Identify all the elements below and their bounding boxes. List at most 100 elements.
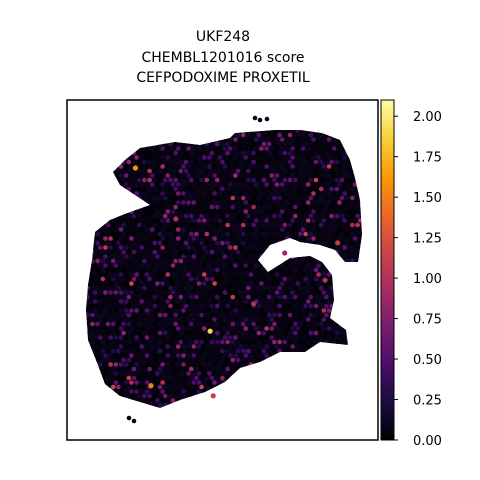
spot bbox=[324, 204, 329, 210]
spot bbox=[264, 164, 269, 169]
spot bbox=[207, 164, 212, 169]
spot bbox=[233, 146, 238, 151]
spot bbox=[259, 173, 264, 178]
spot bbox=[136, 339, 142, 345]
spot bbox=[144, 173, 150, 178]
spot bbox=[149, 272, 155, 277]
spot bbox=[118, 362, 124, 367]
spot bbox=[295, 200, 301, 205]
spot bbox=[318, 186, 324, 192]
spot bbox=[126, 415, 132, 421]
spot bbox=[188, 303, 194, 309]
spot bbox=[173, 141, 178, 147]
spot bbox=[334, 159, 340, 165]
spot bbox=[191, 227, 197, 232]
spot bbox=[139, 164, 145, 169]
spot bbox=[162, 195, 168, 201]
spot bbox=[191, 281, 197, 286]
spot bbox=[108, 254, 113, 259]
spot bbox=[160, 155, 165, 160]
spot bbox=[116, 366, 121, 372]
spot bbox=[331, 326, 337, 331]
spot bbox=[181, 164, 186, 169]
spot bbox=[324, 186, 329, 192]
spot bbox=[316, 227, 321, 232]
spot bbox=[134, 380, 139, 385]
spot bbox=[134, 227, 139, 232]
spot bbox=[253, 326, 259, 331]
spot bbox=[118, 389, 124, 394]
spot bbox=[199, 150, 204, 156]
spot bbox=[277, 222, 282, 228]
spot bbox=[173, 312, 178, 318]
spot bbox=[186, 299, 191, 304]
spot bbox=[264, 116, 270, 122]
spot bbox=[183, 285, 189, 291]
spot bbox=[181, 182, 186, 187]
spot bbox=[142, 285, 147, 291]
spot bbox=[194, 195, 199, 201]
spot bbox=[248, 182, 254, 187]
spot bbox=[295, 263, 301, 268]
spot bbox=[139, 380, 145, 385]
spot bbox=[121, 177, 126, 183]
spot bbox=[129, 344, 134, 349]
spot bbox=[264, 353, 269, 358]
spot bbox=[175, 182, 181, 187]
spot bbox=[100, 357, 106, 363]
spot bbox=[233, 227, 238, 232]
spot bbox=[136, 330, 142, 336]
spot bbox=[147, 240, 152, 246]
spot bbox=[173, 204, 178, 210]
spot bbox=[178, 303, 184, 309]
spot bbox=[214, 339, 220, 345]
spot bbox=[313, 177, 319, 183]
spot bbox=[199, 366, 204, 372]
spot bbox=[220, 195, 225, 201]
spot bbox=[160, 398, 165, 403]
spot bbox=[116, 168, 121, 174]
colorbar-tick-label: 1.75 bbox=[413, 151, 442, 166]
spot bbox=[339, 231, 345, 237]
spot bbox=[339, 222, 345, 228]
spot bbox=[355, 231, 360, 237]
spot bbox=[305, 281, 311, 286]
spot bbox=[279, 130, 285, 133]
spot bbox=[165, 398, 171, 403]
spot bbox=[305, 155, 311, 160]
spot bbox=[295, 130, 301, 133]
spot bbox=[300, 191, 306, 196]
spot bbox=[173, 240, 178, 246]
spot bbox=[298, 222, 303, 228]
spot bbox=[248, 227, 254, 232]
spot bbox=[170, 191, 176, 196]
spot bbox=[300, 130, 306, 133]
spot bbox=[292, 276, 298, 282]
spot bbox=[121, 240, 126, 246]
spot bbox=[230, 150, 236, 156]
spot bbox=[139, 254, 145, 259]
spot bbox=[217, 308, 223, 313]
spot bbox=[238, 227, 243, 232]
highlighted-spots bbox=[132, 165, 341, 399]
spot bbox=[225, 285, 230, 291]
spot bbox=[103, 326, 108, 331]
spot bbox=[155, 272, 160, 277]
spot bbox=[131, 267, 137, 273]
spot bbox=[196, 272, 202, 277]
spot bbox=[209, 294, 215, 300]
spot bbox=[165, 263, 171, 268]
spot bbox=[352, 209, 358, 214]
spot bbox=[233, 191, 238, 196]
spot bbox=[298, 141, 303, 147]
spot bbox=[316, 299, 321, 304]
spot bbox=[139, 281, 145, 286]
spot bbox=[225, 294, 230, 300]
spot bbox=[178, 267, 184, 273]
spot bbox=[331, 173, 337, 178]
spot bbox=[186, 200, 191, 205]
spot bbox=[269, 200, 275, 205]
spot bbox=[152, 240, 158, 246]
spot bbox=[253, 209, 259, 214]
spot bbox=[246, 186, 251, 192]
